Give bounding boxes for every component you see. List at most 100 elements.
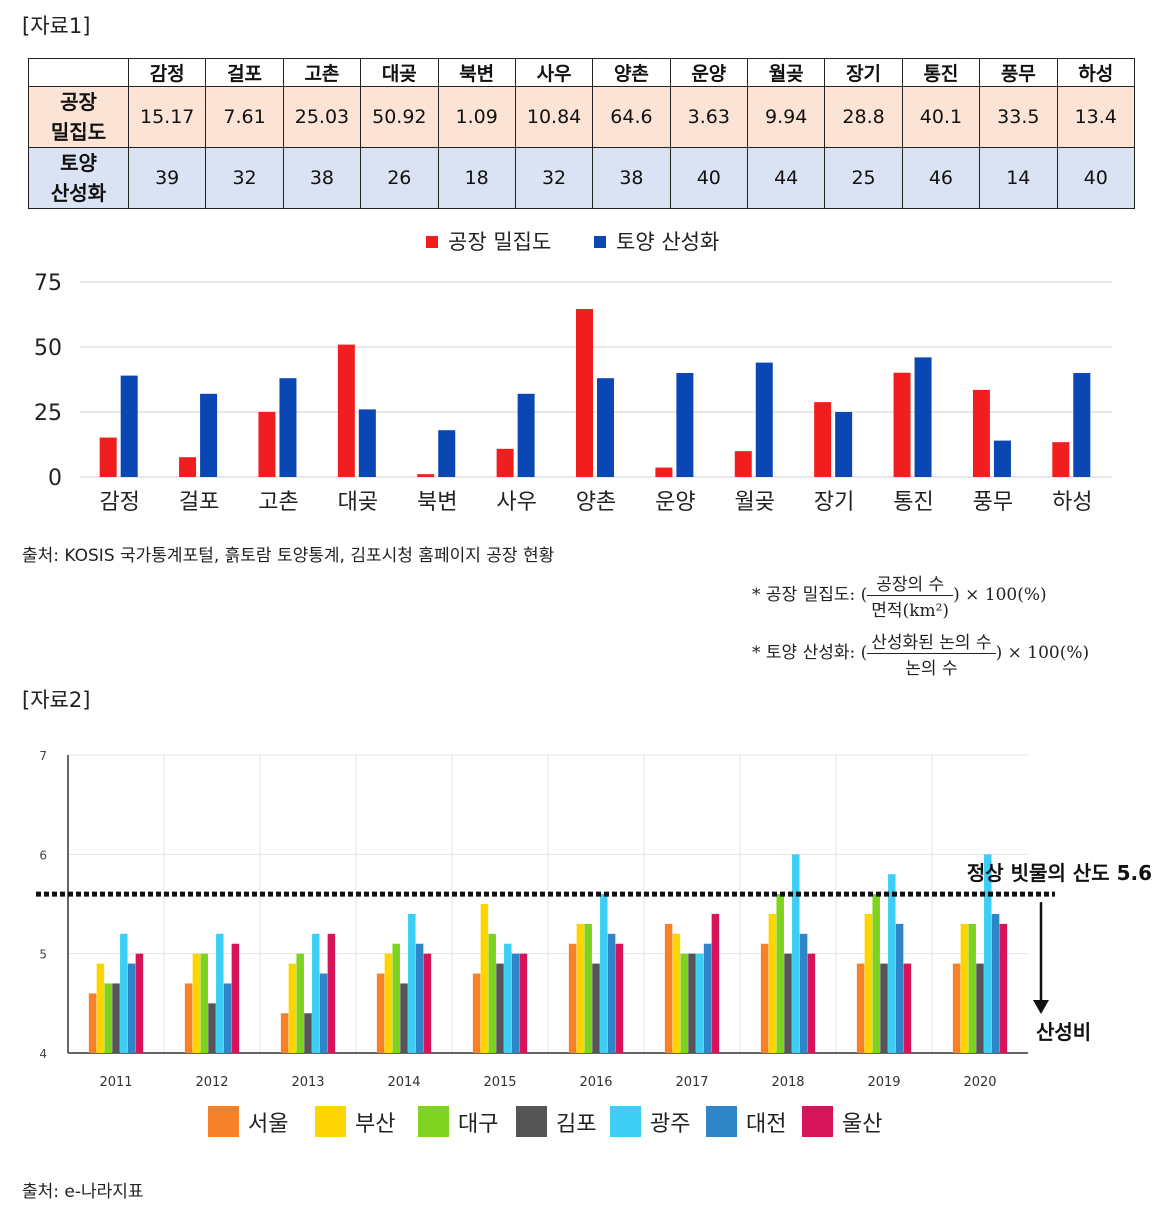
legend-label: 울산 <box>842 1112 882 1137</box>
table-cell: 10.84 <box>514 86 594 148</box>
legend-label: 공장 밀집도 <box>448 230 551 254</box>
bar <box>914 357 932 477</box>
bar <box>584 923 592 1053</box>
x-tick-label: 2019 <box>867 1075 900 1090</box>
table-cell: 15.17 <box>127 86 207 148</box>
y-tick-label: 7 <box>39 749 47 763</box>
bar <box>807 953 816 1053</box>
bar <box>856 963 865 1053</box>
bar <box>200 393 218 477</box>
bar <box>120 933 128 1053</box>
table-cell: 9.94 <box>746 86 826 148</box>
bar <box>993 440 1011 477</box>
table-cell: 38 <box>592 147 671 209</box>
legend-swatch <box>802 1106 833 1137</box>
table-column-header: 통진 <box>901 58 981 87</box>
x-tick-label: 감정 <box>99 490 139 515</box>
bar <box>999 923 1008 1053</box>
chart1-legend: 공장 밀집도 토양 산성화 <box>426 230 719 254</box>
bar <box>952 963 961 1053</box>
bar <box>280 1013 289 1053</box>
x-tick-label: 양촌 <box>576 490 616 515</box>
bar <box>511 953 520 1053</box>
bar <box>472 973 481 1053</box>
bar <box>576 309 593 477</box>
y-tick-label: 5 <box>39 948 47 962</box>
bar <box>576 923 585 1053</box>
bar <box>880 963 888 1053</box>
bar <box>319 973 328 1053</box>
bar <box>480 904 489 1053</box>
table-cell: 40 <box>1056 147 1135 209</box>
bar <box>517 393 535 477</box>
bar <box>688 953 696 1053</box>
x-tick-label: 풍무 <box>973 490 1013 515</box>
bar <box>888 874 896 1053</box>
bar <box>814 402 832 477</box>
bar <box>216 933 224 1053</box>
bar <box>120 375 138 477</box>
bar <box>755 362 773 477</box>
arrow-head <box>1033 1000 1049 1014</box>
legend-label: 부산 <box>355 1112 395 1137</box>
table-column-header: 풍무 <box>979 58 1058 87</box>
legend-swatch <box>315 1106 346 1137</box>
x-tick-label: 2018 <box>771 1075 804 1090</box>
bar <box>864 913 873 1053</box>
bar-chart-factory-soil: 공장 밀집도 토양 산성화 0 25 50 75 감정 걸포 고촌 대곶 북변 사우 양촌 운양 월곶 장기 통… <box>34 230 1112 515</box>
table-cell: 46 <box>901 147 981 209</box>
bar <box>327 933 336 1053</box>
bar <box>680 953 688 1053</box>
bar <box>784 953 792 1053</box>
table-cell: 33.5 <box>979 86 1058 148</box>
bar <box>496 448 514 477</box>
bar <box>895 923 904 1053</box>
bar <box>392 943 400 1053</box>
bar <box>438 430 456 477</box>
bar <box>384 953 393 1053</box>
row-header-soil-acidification: 토양 산성화 <box>28 147 129 209</box>
x-tick-label: 월곶 <box>735 490 775 515</box>
table-cell: 28.8 <box>824 86 903 148</box>
bar <box>676 373 694 477</box>
bar <box>423 953 432 1053</box>
bar <box>376 973 385 1053</box>
bar <box>337 344 355 477</box>
bar <box>600 894 608 1053</box>
bar <box>223 983 232 1053</box>
bar <box>112 983 120 1053</box>
table-column-header: 사우 <box>514 58 594 87</box>
bar <box>976 963 984 1053</box>
bar <box>835 412 853 477</box>
table-column-header: 장기 <box>824 58 903 87</box>
x-tick-label: 걸포 <box>179 490 219 515</box>
formula-soil-acidification: * 토양 산성화: (산성화된 논의 수 논의 수) × 100(%) <box>752 628 1089 679</box>
bar <box>592 963 600 1053</box>
bar <box>184 983 193 1053</box>
bar <box>208 1003 216 1053</box>
table-cell: 3.63 <box>669 86 749 148</box>
bar <box>760 943 769 1053</box>
table-row-factory-density: 공장 밀집도 15.17 7.61 25.03 50.92 1.09 10.84 … <box>28 86 1135 148</box>
bar <box>104 983 112 1053</box>
bar <box>1073 373 1091 477</box>
formula-numerator: 산성화된 논의 수 <box>867 628 996 654</box>
table-column-header: 운양 <box>669 58 749 87</box>
formula-factory-density: * 공장 밀집도: (공장의 수 면적(km²)) × 100(%) <box>752 570 1047 621</box>
x-tick-label: 2012 <box>195 1075 228 1090</box>
formula-denominator: 면적(km²) <box>871 601 950 621</box>
table-cell: 14 <box>979 147 1058 209</box>
bar <box>400 983 408 1053</box>
table-column-header: 걸포 <box>205 58 284 87</box>
bar <box>96 963 105 1053</box>
bar <box>893 372 911 477</box>
data-table: 감정 걸포 고촌 대곶 북변 사우 양촌 운양 월곶 장기 통진 풍무 하성 공… <box>28 58 1135 209</box>
table-cell: 1.09 <box>437 86 516 148</box>
bar <box>776 894 784 1053</box>
table-cell: 39 <box>127 147 207 209</box>
y-tick-label: 6 <box>39 848 47 862</box>
x-tick-label: 고촌 <box>258 490 298 515</box>
x-tick-label: 대곶 <box>338 490 378 515</box>
x-tick-label: 사우 <box>496 490 536 515</box>
bar <box>664 923 673 1053</box>
